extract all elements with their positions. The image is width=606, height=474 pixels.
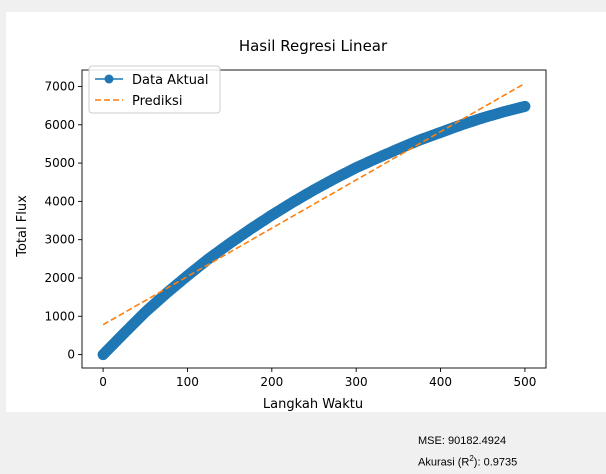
r2-label-suffix: ):	[473, 456, 481, 469]
axes-layer: 0 100 200 300 400 500010002000300040005000600…	[44, 69, 547, 389]
plot-frame	[81, 69, 547, 369]
x-tick-label: 500	[513, 375, 536, 389]
chart-legend: Data Aktual Prediksi	[88, 65, 221, 114]
data-point	[519, 100, 531, 112]
y-tick-label: 4000	[44, 194, 75, 208]
x-tick-label: 400	[429, 375, 452, 389]
mse-label: MSE:	[418, 435, 445, 447]
mse-value: 90182.4924	[447, 435, 507, 447]
legend-label: Data Aktual	[132, 73, 209, 88]
legend-label: Prediksi	[132, 94, 182, 109]
figure-panel: Hasil Regresi Linear 0 100 200 300 400 500 0 10…	[6, 12, 606, 412]
y-axis-label: Total Flux	[15, 195, 30, 258]
x-tick-label: 100	[176, 375, 199, 389]
y-tick-label: 6000	[44, 118, 75, 132]
mse-line: MSE: 90182.4924	[418, 432, 517, 450]
r2-label-prefix: Akurasi (R	[418, 456, 470, 469]
metrics-panel: MSE: 90182.4924 Akurasi (R2): 0.9735	[418, 432, 517, 472]
y-tick-label: 2000	[44, 271, 75, 285]
x-tick-label: 0	[99, 375, 107, 389]
legend-swatch-marker	[104, 74, 114, 84]
r2-line: Akurasi (R2): 0.9735	[418, 450, 517, 472]
plot-layer	[97, 82, 531, 361]
chart-title: Hasil Regresi Linear	[239, 37, 388, 55]
x-tick-label: 200	[260, 375, 283, 389]
r2-value: 0.9735	[483, 456, 518, 469]
series-0	[97, 100, 531, 361]
y-tick-label: 5000	[44, 156, 75, 170]
y-tick-label: 3000	[44, 233, 75, 247]
x-axis-label: Langkah Waktu	[263, 397, 363, 412]
x-tick-label: 300	[345, 375, 368, 389]
y-tick-label: 7000	[44, 79, 75, 93]
legend-box	[88, 65, 221, 114]
y-tick-label: 0	[67, 348, 75, 362]
r2-label-sup: 2	[469, 454, 474, 463]
regression-chart: Hasil Regresi Linear 0 100 200 300 400 500010…	[15, 37, 547, 412]
y-tick-label: 1000	[44, 309, 75, 323]
